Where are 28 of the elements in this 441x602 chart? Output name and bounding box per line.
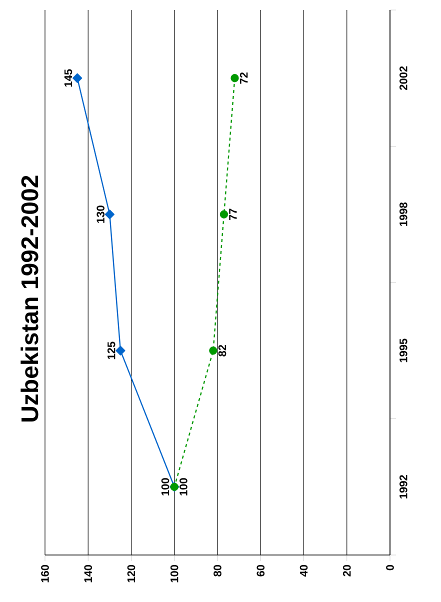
data-label: 77 xyxy=(229,208,237,220)
point xyxy=(104,210,115,220)
y-tick-label: 2002 xyxy=(400,66,408,90)
data-label: 130 xyxy=(96,206,104,223)
y-tick-label: 1992 xyxy=(400,475,408,498)
point xyxy=(230,74,239,82)
x-tick-label: 0 xyxy=(386,564,394,570)
x-tick-label: 160 xyxy=(41,564,49,582)
data-label: 72 xyxy=(240,72,248,84)
x-tick-label: 40 xyxy=(300,564,308,577)
data-label: 82 xyxy=(218,344,226,356)
data-label: 125 xyxy=(107,342,116,360)
data-label: 100 xyxy=(180,478,188,496)
point xyxy=(209,346,218,355)
y-tick-label: 1998 xyxy=(400,202,408,226)
x-tick-label: 60 xyxy=(256,564,265,576)
text: Uzbekistan 1992-2002 xyxy=(20,176,38,422)
point xyxy=(116,346,126,356)
point xyxy=(72,73,82,83)
x-tick-label: 100 xyxy=(170,564,178,582)
point xyxy=(220,210,228,218)
data-label: 145 xyxy=(64,69,72,87)
x-tick-label: 120 xyxy=(127,564,136,582)
x-tick-label: 140 xyxy=(84,564,92,582)
y-tick-label: 1995 xyxy=(400,338,408,362)
x-tick-label: 80 xyxy=(214,564,222,576)
data-label: 100 xyxy=(161,478,170,496)
x-tick-label: 20 xyxy=(342,564,351,576)
